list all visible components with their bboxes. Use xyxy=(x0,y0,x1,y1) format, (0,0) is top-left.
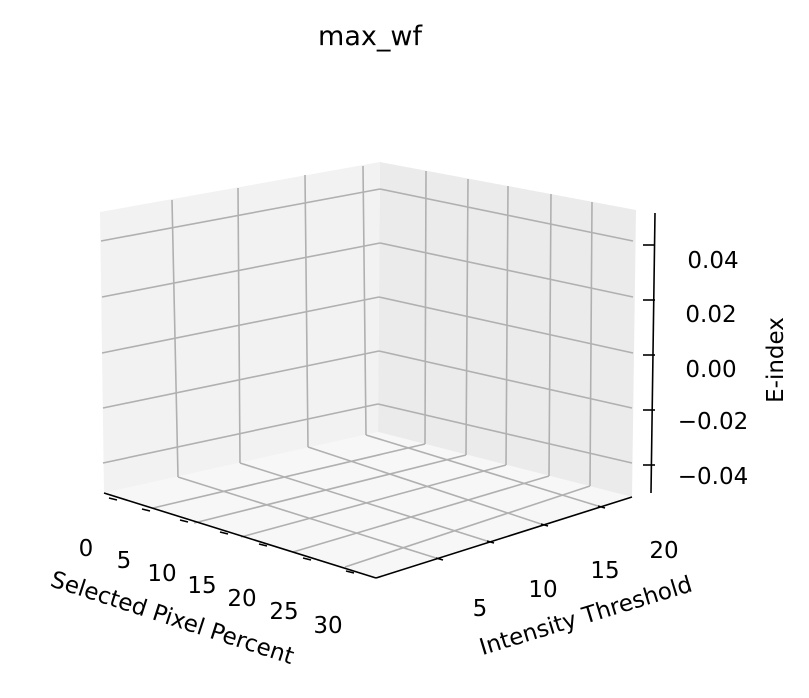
grid-line xyxy=(240,464,507,538)
grid-line xyxy=(292,475,550,553)
x-tick-label: 0 xyxy=(79,536,94,562)
floor-pane xyxy=(104,432,632,578)
grid-line xyxy=(379,242,634,298)
x-tick-mark xyxy=(258,543,268,547)
z-axis-label: E-index xyxy=(763,317,789,403)
grid-line xyxy=(152,443,426,509)
x-tick-label: 10 xyxy=(147,561,176,587)
y-tick-mark xyxy=(597,505,606,509)
x-axis-line xyxy=(103,492,377,579)
grid-line xyxy=(377,403,633,464)
grid-line xyxy=(102,350,380,409)
grid-line xyxy=(379,188,634,242)
grid-line xyxy=(307,446,542,525)
grid-line xyxy=(193,454,467,524)
x-tick-mark xyxy=(302,557,312,561)
z-axis-line xyxy=(650,212,656,494)
x-tick-mark xyxy=(141,508,151,512)
x-tick-mark xyxy=(108,497,118,501)
z-tick-label: 0.00 xyxy=(685,357,736,383)
y-tick-label: 10 xyxy=(528,577,557,603)
x-tick-label: 20 xyxy=(227,586,256,612)
y-tick-label: 15 xyxy=(590,558,619,584)
grid-line xyxy=(239,462,488,542)
grid-line xyxy=(344,485,591,568)
y-tick-mark xyxy=(486,540,495,544)
grid-line xyxy=(100,188,381,242)
grid-line xyxy=(378,296,634,354)
y-tick-label: 5 xyxy=(473,596,488,622)
z-tick-label: −0.02 xyxy=(678,409,748,435)
y-tick-label: 20 xyxy=(649,538,678,564)
grid-line xyxy=(101,296,380,354)
y-tick-mark xyxy=(435,557,444,561)
z-tick-label: −0.04 xyxy=(678,464,748,490)
x-tick-label: 30 xyxy=(313,613,342,639)
z-tick-label: 0.02 xyxy=(685,302,736,328)
back-left-pane xyxy=(100,162,380,493)
grid-line xyxy=(101,242,381,298)
grid-line xyxy=(177,476,437,559)
x-tick-label: 25 xyxy=(269,599,298,625)
y-tick-mark xyxy=(540,523,549,527)
x-tick-mark xyxy=(179,519,189,523)
y-axis-label: Intensity Threshold xyxy=(477,572,696,661)
grid-line xyxy=(378,350,633,409)
grid-line xyxy=(102,403,379,464)
grid-lines xyxy=(100,165,634,568)
ticks: 0 5 10 15 20 25305101520−0.04−0.020.000.020.0… xyxy=(79,244,748,639)
z-tick-label: 0.04 xyxy=(687,248,738,274)
chart-title: max_wf xyxy=(318,21,423,52)
x-tick-label: 15 xyxy=(187,573,216,599)
x-tick-mark xyxy=(219,531,229,535)
axes xyxy=(103,212,656,579)
x-tick-mark xyxy=(345,570,355,574)
grid-line xyxy=(365,434,599,507)
y-axis-line xyxy=(375,496,633,579)
x-tick-label: 5 xyxy=(117,548,132,574)
